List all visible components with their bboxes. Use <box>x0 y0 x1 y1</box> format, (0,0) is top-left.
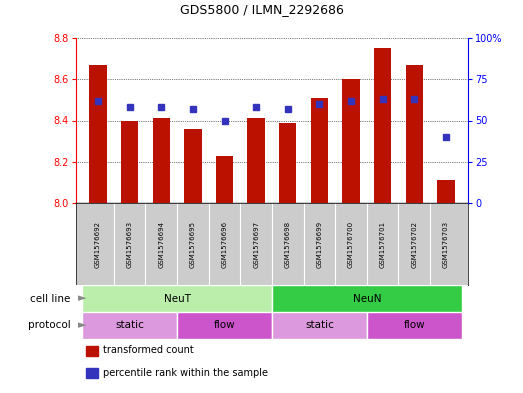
Text: NeuN: NeuN <box>353 294 381 303</box>
Text: GSM1576694: GSM1576694 <box>158 220 164 268</box>
Bar <box>272 285 462 312</box>
Bar <box>153 118 170 203</box>
Text: GSM1576692: GSM1576692 <box>95 220 101 268</box>
Text: static: static <box>305 321 334 331</box>
Text: GSM1576700: GSM1576700 <box>348 220 354 268</box>
Bar <box>374 48 391 203</box>
Bar <box>89 65 107 203</box>
Text: GSM1576697: GSM1576697 <box>253 220 259 268</box>
Bar <box>121 121 138 203</box>
Text: percentile rank within the sample: percentile rank within the sample <box>103 368 268 378</box>
Text: protocol: protocol <box>28 321 71 331</box>
Bar <box>367 312 462 339</box>
Text: cell line: cell line <box>30 294 71 303</box>
Text: GSM1576698: GSM1576698 <box>285 220 291 268</box>
Bar <box>216 156 233 203</box>
Text: GSM1576696: GSM1576696 <box>222 220 228 268</box>
Bar <box>247 118 265 203</box>
Bar <box>279 123 297 203</box>
Bar <box>406 65 423 203</box>
Text: GDS5800 / ILMN_2292686: GDS5800 / ILMN_2292686 <box>179 4 344 17</box>
Bar <box>177 312 272 339</box>
Bar <box>437 180 454 203</box>
Bar <box>184 129 201 203</box>
Text: ►: ► <box>78 294 87 303</box>
Text: GSM1576695: GSM1576695 <box>190 220 196 268</box>
Text: transformed count: transformed count <box>103 345 194 355</box>
Text: ►: ► <box>78 321 87 331</box>
Text: NeuT: NeuT <box>164 294 190 303</box>
Bar <box>311 98 328 203</box>
Text: GSM1576699: GSM1576699 <box>316 220 322 268</box>
Text: flow: flow <box>404 321 425 331</box>
Text: GSM1576701: GSM1576701 <box>380 220 385 268</box>
Text: static: static <box>115 321 144 331</box>
Bar <box>343 79 360 203</box>
Text: GSM1576693: GSM1576693 <box>127 220 133 268</box>
Text: GSM1576702: GSM1576702 <box>411 220 417 268</box>
Text: flow: flow <box>214 321 235 331</box>
Bar <box>82 312 177 339</box>
Bar <box>272 312 367 339</box>
Bar <box>82 285 272 312</box>
Text: GSM1576703: GSM1576703 <box>443 220 449 268</box>
